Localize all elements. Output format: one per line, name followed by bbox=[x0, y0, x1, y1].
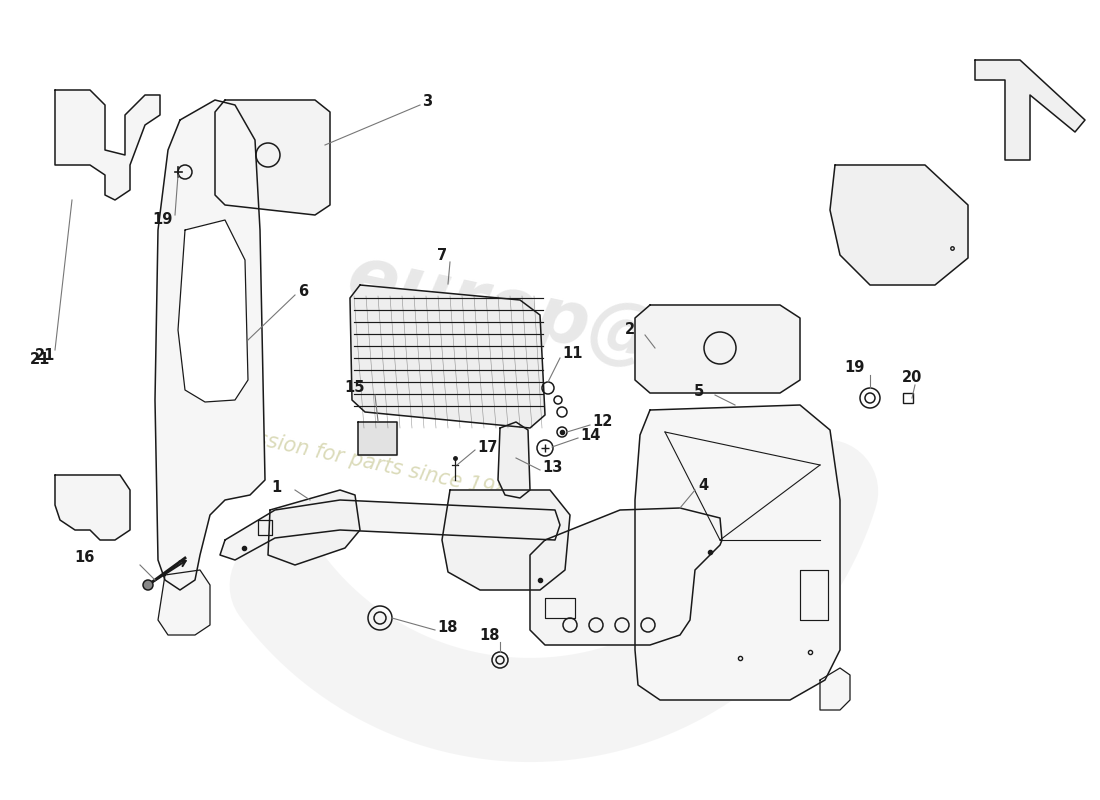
Polygon shape bbox=[158, 570, 210, 635]
Polygon shape bbox=[830, 165, 968, 285]
Text: 6: 6 bbox=[298, 285, 308, 299]
Text: 21: 21 bbox=[35, 347, 55, 362]
Polygon shape bbox=[178, 220, 248, 402]
Polygon shape bbox=[268, 490, 360, 565]
Text: 19: 19 bbox=[152, 213, 173, 227]
Polygon shape bbox=[220, 500, 560, 560]
Text: a passion for parts since 1985: a passion for parts since 1985 bbox=[210, 419, 522, 504]
Text: 16: 16 bbox=[75, 550, 95, 566]
Polygon shape bbox=[358, 422, 397, 455]
Polygon shape bbox=[498, 422, 530, 498]
Text: 18: 18 bbox=[480, 629, 501, 643]
Text: 20: 20 bbox=[902, 370, 922, 386]
Polygon shape bbox=[55, 475, 130, 540]
Text: europ@res: europ@res bbox=[340, 240, 800, 406]
Circle shape bbox=[143, 580, 153, 590]
Text: 14: 14 bbox=[580, 427, 601, 442]
Polygon shape bbox=[155, 100, 265, 590]
Text: 7: 7 bbox=[437, 247, 447, 262]
Polygon shape bbox=[442, 490, 570, 590]
Polygon shape bbox=[975, 60, 1085, 160]
Text: 2: 2 bbox=[625, 322, 635, 338]
Text: 17: 17 bbox=[477, 439, 497, 454]
Text: 11: 11 bbox=[562, 346, 583, 362]
Text: 21: 21 bbox=[30, 353, 51, 367]
Text: 1: 1 bbox=[272, 481, 282, 495]
Text: 4: 4 bbox=[698, 478, 708, 494]
Polygon shape bbox=[635, 305, 800, 393]
Polygon shape bbox=[55, 90, 160, 200]
Text: 19: 19 bbox=[845, 361, 866, 375]
Polygon shape bbox=[350, 285, 544, 428]
Text: 5: 5 bbox=[694, 385, 704, 399]
Text: 3: 3 bbox=[422, 94, 432, 110]
Polygon shape bbox=[635, 405, 840, 700]
Polygon shape bbox=[530, 508, 722, 645]
Polygon shape bbox=[820, 668, 850, 710]
Text: 13: 13 bbox=[542, 461, 562, 475]
Polygon shape bbox=[214, 100, 330, 215]
Text: 18: 18 bbox=[437, 621, 458, 635]
Text: 15: 15 bbox=[344, 381, 365, 395]
Text: 12: 12 bbox=[592, 414, 613, 430]
